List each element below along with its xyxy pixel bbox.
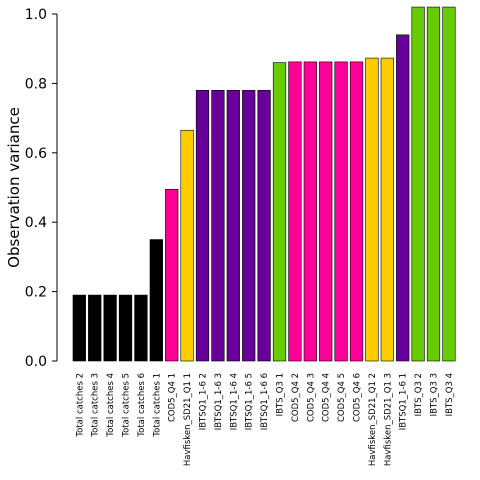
bar-2 <box>88 294 102 362</box>
bar-17 <box>319 61 333 362</box>
bar-24 <box>426 6 441 362</box>
x-tick-label: IBTSQ1_1-6 2 <box>199 373 209 430</box>
bar-3 <box>103 294 117 362</box>
y-tick-label: 0.0 <box>25 354 47 370</box>
x-tick-label: IBTS_Q3 2 <box>414 373 424 416</box>
bar-4 <box>118 294 133 362</box>
bar-25 <box>442 6 456 362</box>
bar-9 <box>195 90 210 362</box>
bar-13 <box>257 90 271 362</box>
bar-7 <box>165 188 179 362</box>
x-tick-label: Havfisken_SD21_Q1 2 <box>368 373 378 466</box>
x-tick-label: IBTSQ1_1-6 3 <box>214 373 224 430</box>
x-tick-label: IBTSQ1_1-6 6 <box>260 373 270 430</box>
x-tick-label: COD5_Q4 6 <box>353 373 363 422</box>
bar-22 <box>396 34 410 362</box>
bar-18 <box>334 61 348 362</box>
x-tick-label: COD5_Q4 5 <box>337 373 347 422</box>
x-tick-label: Total catches 2 <box>75 373 85 438</box>
x-tick-label: IBTS_Q3 3 <box>430 373 440 416</box>
y-tick-label: 0.4 <box>25 215 47 231</box>
bar-21 <box>380 57 394 362</box>
x-tick-label: Total catches 5 <box>122 373 132 438</box>
x-tick-labels: Total catches 2 Total catches 3 Total catc… <box>75 373 455 466</box>
bar-19 <box>349 61 364 362</box>
y-tick-label: 0.6 <box>25 146 47 162</box>
bar-5 <box>134 294 148 362</box>
bar-11 <box>226 90 240 362</box>
x-tick-label: COD5_Q4 3 <box>306 373 316 422</box>
x-tick-label: Total catches 4 <box>106 373 116 438</box>
bar-16 <box>303 61 317 362</box>
x-tick-label: Total catches 3 <box>91 373 101 438</box>
x-tick-label: IBTS_Q3 4 <box>445 373 455 416</box>
bar-6 <box>149 239 163 362</box>
y-axis-label: Observation variance <box>5 107 23 268</box>
bar-14 <box>272 62 287 362</box>
bar-20 <box>365 57 379 362</box>
y-tick-label: 0.8 <box>25 76 47 92</box>
bar-1 <box>72 294 86 362</box>
x-tick-label: IBTSQ1_1-6 4 <box>229 373 239 430</box>
x-tick-label: Havfisken_SD21_Q1 1 <box>183 373 193 466</box>
x-tick-label: IBTSQ1_1-6 5 <box>245 373 255 430</box>
bars-group <box>72 6 456 362</box>
bar-23 <box>411 6 425 362</box>
x-tick-label: COD5_Q4 4 <box>322 373 332 422</box>
x-tick-label: Total catches 1 <box>152 373 162 438</box>
bar-15 <box>288 61 302 362</box>
x-tick-label: IBTSQ1_1-6 1 <box>399 373 409 430</box>
y-tick-label: 1.0 <box>25 7 47 23</box>
x-tick-label: COD5_Q4 2 <box>291 373 301 422</box>
x-tick-label: Havfisken_SD21_Q1 3 <box>383 373 393 466</box>
x-tick-label: IBTS_Q3 1 <box>276 373 286 416</box>
y-axis: 0.0 0.2 0.4 0.6 0.8 1.0 <box>25 7 58 370</box>
bar-10 <box>211 90 225 362</box>
x-tick-label: Total catches 6 <box>137 373 147 438</box>
y-tick-label: 0.2 <box>25 285 47 301</box>
bar-8 <box>180 129 194 362</box>
bar-12 <box>242 90 256 362</box>
x-tick-label: COD5_Q4 1 <box>168 373 178 422</box>
